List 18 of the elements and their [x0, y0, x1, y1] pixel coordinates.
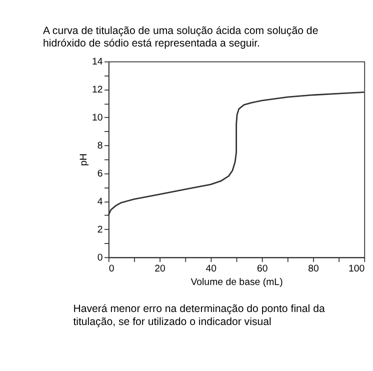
x-axis-title: Volume de base (mL): [190, 276, 283, 288]
chart-title: A curva de titulação de uma solução ácida com solução de hidróxido de sódio está representada a seguir.: [43, 25, 318, 50]
x-tick-label: 0: [108, 264, 115, 275]
y-tick-label: 4: [97, 196, 104, 208]
y-axis-title: pH: [78, 154, 90, 166]
x-tick-label: 80: [308, 264, 320, 275]
y-tick-label: 0: [97, 252, 104, 264]
text: Haverá menor erro na determinação do ponto final da titulação, se for utilizado o indicador visual: [73, 302, 325, 328]
y-tick-label: 14: [92, 56, 104, 68]
y-tick-label: 8: [97, 140, 103, 152]
x-tick-label: 20: [154, 264, 166, 275]
x-tick-label: 40: [206, 264, 218, 275]
x-tick-label: 100: [348, 264, 366, 275]
y-tick-label: 12: [92, 84, 103, 96]
y-tick-label: 2: [97, 224, 103, 236]
y-tick-label: 6: [97, 168, 103, 180]
x-tick-label: 60: [256, 264, 268, 275]
y-tick-label: 10: [92, 112, 104, 124]
